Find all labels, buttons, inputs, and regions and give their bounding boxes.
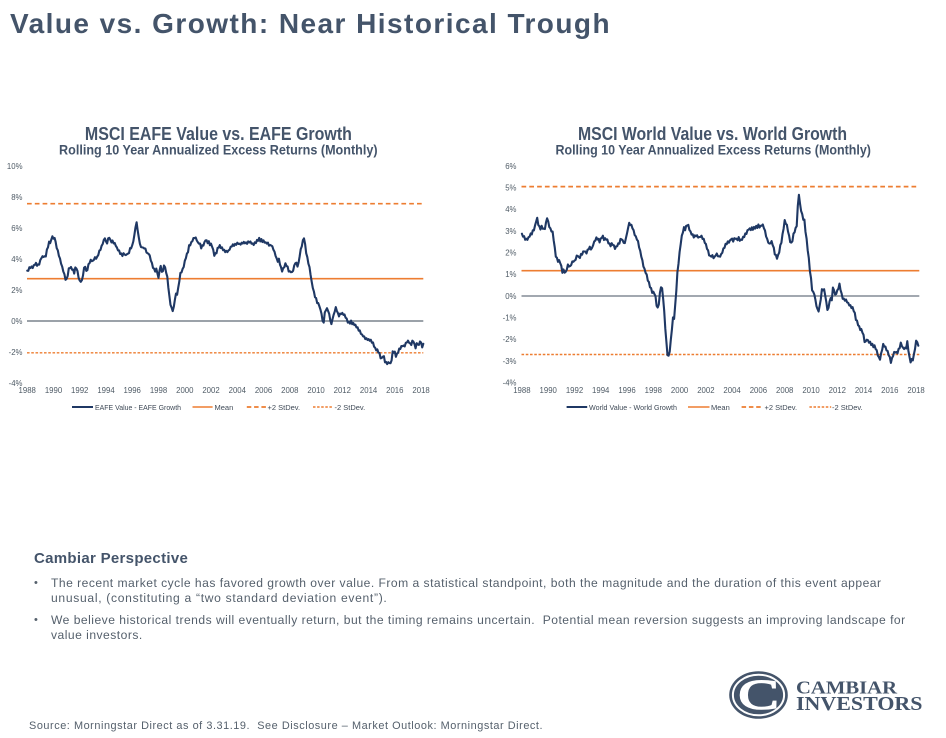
svg-text:Mean: Mean bbox=[711, 403, 730, 412]
svg-text:2006: 2006 bbox=[255, 386, 272, 395]
svg-text:1%: 1% bbox=[505, 270, 516, 279]
svg-text:0%: 0% bbox=[505, 292, 516, 301]
svg-text:-3%: -3% bbox=[503, 357, 517, 366]
svg-text:-4%: -4% bbox=[503, 378, 517, 387]
svg-text:1996: 1996 bbox=[124, 386, 141, 395]
svg-text:3%: 3% bbox=[505, 227, 516, 236]
svg-text:1994: 1994 bbox=[592, 386, 610, 395]
svg-text:2012: 2012 bbox=[829, 386, 846, 395]
svg-text:2010: 2010 bbox=[802, 386, 820, 395]
svg-text:C: C bbox=[738, 672, 779, 719]
svg-text:2002: 2002 bbox=[202, 386, 219, 395]
svg-text:+2 StDev.: +2 StDev. bbox=[765, 403, 798, 412]
svg-text:2006: 2006 bbox=[750, 386, 767, 395]
svg-text:10%: 10% bbox=[7, 162, 23, 171]
svg-text:2008: 2008 bbox=[776, 386, 793, 395]
svg-text:2014: 2014 bbox=[360, 386, 378, 395]
svg-text:1998: 1998 bbox=[150, 386, 167, 395]
svg-text:-2 StDev.: -2 StDev. bbox=[832, 403, 863, 412]
svg-text:INVESTORS: INVESTORS bbox=[796, 693, 923, 715]
svg-text:1990: 1990 bbox=[45, 386, 63, 395]
svg-text:2%: 2% bbox=[11, 286, 22, 295]
svg-text:Mean: Mean bbox=[215, 403, 234, 412]
svg-text:2018: 2018 bbox=[907, 386, 924, 395]
svg-text:2002: 2002 bbox=[697, 386, 714, 395]
svg-text:6%: 6% bbox=[505, 162, 516, 171]
svg-text:2004: 2004 bbox=[723, 386, 741, 395]
svg-text:-4%: -4% bbox=[9, 379, 23, 388]
svg-text:4%: 4% bbox=[11, 255, 22, 264]
svg-text:1990: 1990 bbox=[540, 386, 558, 395]
svg-text:2010: 2010 bbox=[307, 386, 325, 395]
svg-text:Rolling 10 Year Annualized Exc: Rolling 10 Year Annualized Excess Return… bbox=[59, 142, 378, 157]
svg-text:2016: 2016 bbox=[881, 386, 898, 395]
svg-text:2004: 2004 bbox=[229, 386, 247, 395]
svg-text:1992: 1992 bbox=[566, 386, 583, 395]
svg-text:1992: 1992 bbox=[71, 386, 88, 395]
svg-text:-2 StDev.: -2 StDev. bbox=[335, 403, 366, 412]
svg-text:1998: 1998 bbox=[645, 386, 662, 395]
svg-text:-2%: -2% bbox=[9, 348, 23, 357]
svg-text:6%: 6% bbox=[11, 224, 22, 233]
svg-text:CAMBIAR: CAMBIAR bbox=[796, 678, 897, 698]
svg-text:2000: 2000 bbox=[176, 386, 194, 395]
svg-text:2012: 2012 bbox=[334, 386, 351, 395]
svg-text:Rolling 10 Year Annualized Exc: Rolling 10 Year Annualized Excess Return… bbox=[555, 142, 871, 157]
svg-text:1994: 1994 bbox=[97, 386, 115, 395]
svg-text:+2 StDev.: +2 StDev. bbox=[268, 403, 301, 412]
svg-text:MSCI World Value vs. World Gro: MSCI World Value vs. World Growth bbox=[578, 123, 847, 144]
svg-text:-2%: -2% bbox=[503, 335, 517, 344]
svg-text:1996: 1996 bbox=[618, 386, 635, 395]
svg-text:MSCI EAFE Value vs. EAFE Growt: MSCI EAFE Value vs. EAFE Growth bbox=[85, 123, 352, 144]
svg-text:2%: 2% bbox=[505, 249, 516, 258]
svg-text:5%: 5% bbox=[505, 184, 516, 193]
svg-text:1988: 1988 bbox=[19, 386, 36, 395]
svg-text:2014: 2014 bbox=[855, 386, 873, 395]
svg-text:2018: 2018 bbox=[412, 386, 429, 395]
svg-text:2008: 2008 bbox=[281, 386, 298, 395]
svg-text:4%: 4% bbox=[505, 205, 516, 214]
svg-text:-1%: -1% bbox=[503, 314, 517, 323]
svg-text:0%: 0% bbox=[11, 317, 22, 326]
svg-text:8%: 8% bbox=[11, 193, 22, 202]
svg-text:World Value - World Growth: World Value - World Growth bbox=[589, 403, 677, 412]
svg-text:1988: 1988 bbox=[513, 386, 530, 395]
svg-text:2016: 2016 bbox=[386, 386, 403, 395]
svg-text:EAFE Value - EAFE Growth: EAFE Value - EAFE Growth bbox=[95, 403, 181, 412]
svg-text:2000: 2000 bbox=[671, 386, 689, 395]
